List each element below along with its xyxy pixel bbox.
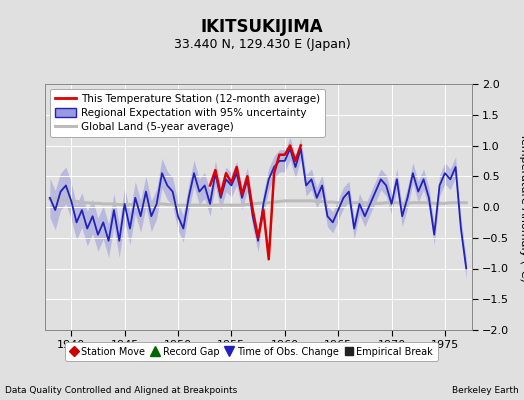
Y-axis label: Temperature Anomaly (°C): Temperature Anomaly (°C) [519, 133, 524, 281]
Text: 33.440 N, 129.430 E (Japan): 33.440 N, 129.430 E (Japan) [173, 38, 351, 51]
Text: Berkeley Earth: Berkeley Earth [452, 386, 519, 395]
Legend: Station Move, Record Gap, Time of Obs. Change, Empirical Break: Station Move, Record Gap, Time of Obs. C… [66, 342, 438, 361]
Legend: This Temperature Station (12-month average), Regional Expectation with 95% uncer: This Temperature Station (12-month avera… [50, 89, 325, 137]
Text: Data Quality Controlled and Aligned at Breakpoints: Data Quality Controlled and Aligned at B… [5, 386, 237, 395]
Text: IKITSUKIJIMA: IKITSUKIJIMA [201, 18, 323, 36]
